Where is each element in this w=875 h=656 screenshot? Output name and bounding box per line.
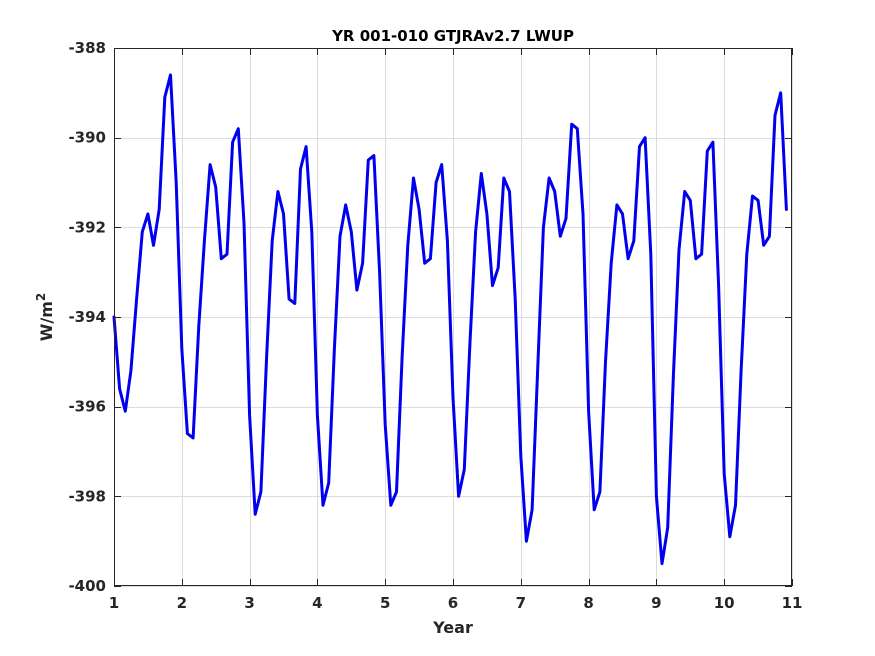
- y-tick-label: -398: [68, 487, 106, 505]
- series-line: [112, 73, 788, 566]
- chart-title: YR 001-010 GTJRAv2.7 LWUP: [331, 27, 574, 45]
- y-tick-labels: -388 -390 -392 -394 -396 -398 -400: [68, 39, 106, 595]
- x-tick-label: 5: [380, 594, 390, 612]
- x-tick-label: 3: [244, 594, 254, 612]
- x-tick-label: 1: [109, 594, 119, 612]
- y-tick-label: -400: [68, 577, 106, 595]
- ticks: [114, 48, 793, 587]
- x-tick-label: 8: [583, 594, 593, 612]
- y-tick-label: -388: [68, 39, 106, 57]
- y-axis-label-superscript: 2: [34, 293, 48, 301]
- x-tick-label: 11: [782, 594, 803, 612]
- x-tick-label: 6: [448, 594, 458, 612]
- y-tick-label: -394: [68, 308, 106, 326]
- y-tick-label: -392: [68, 218, 106, 236]
- x-tick-label: 10: [714, 594, 735, 612]
- y-axis-label: W/m2: [34, 293, 56, 342]
- x-tick-labels: 1 2 3 4 5 6 7 8 9 10 11: [109, 594, 803, 612]
- y-tick-label: -396: [68, 398, 106, 416]
- x-tick-label: 7: [516, 594, 526, 612]
- x-tick-label: 4: [312, 594, 322, 612]
- x-tick-label: 2: [177, 594, 187, 612]
- x-tick-label: 9: [651, 594, 661, 612]
- series-layer: [112, 73, 788, 566]
- y-tick-label: -390: [68, 129, 106, 147]
- y-axis-label-base: W/m: [37, 301, 56, 341]
- x-axis-label: Year: [432, 618, 473, 637]
